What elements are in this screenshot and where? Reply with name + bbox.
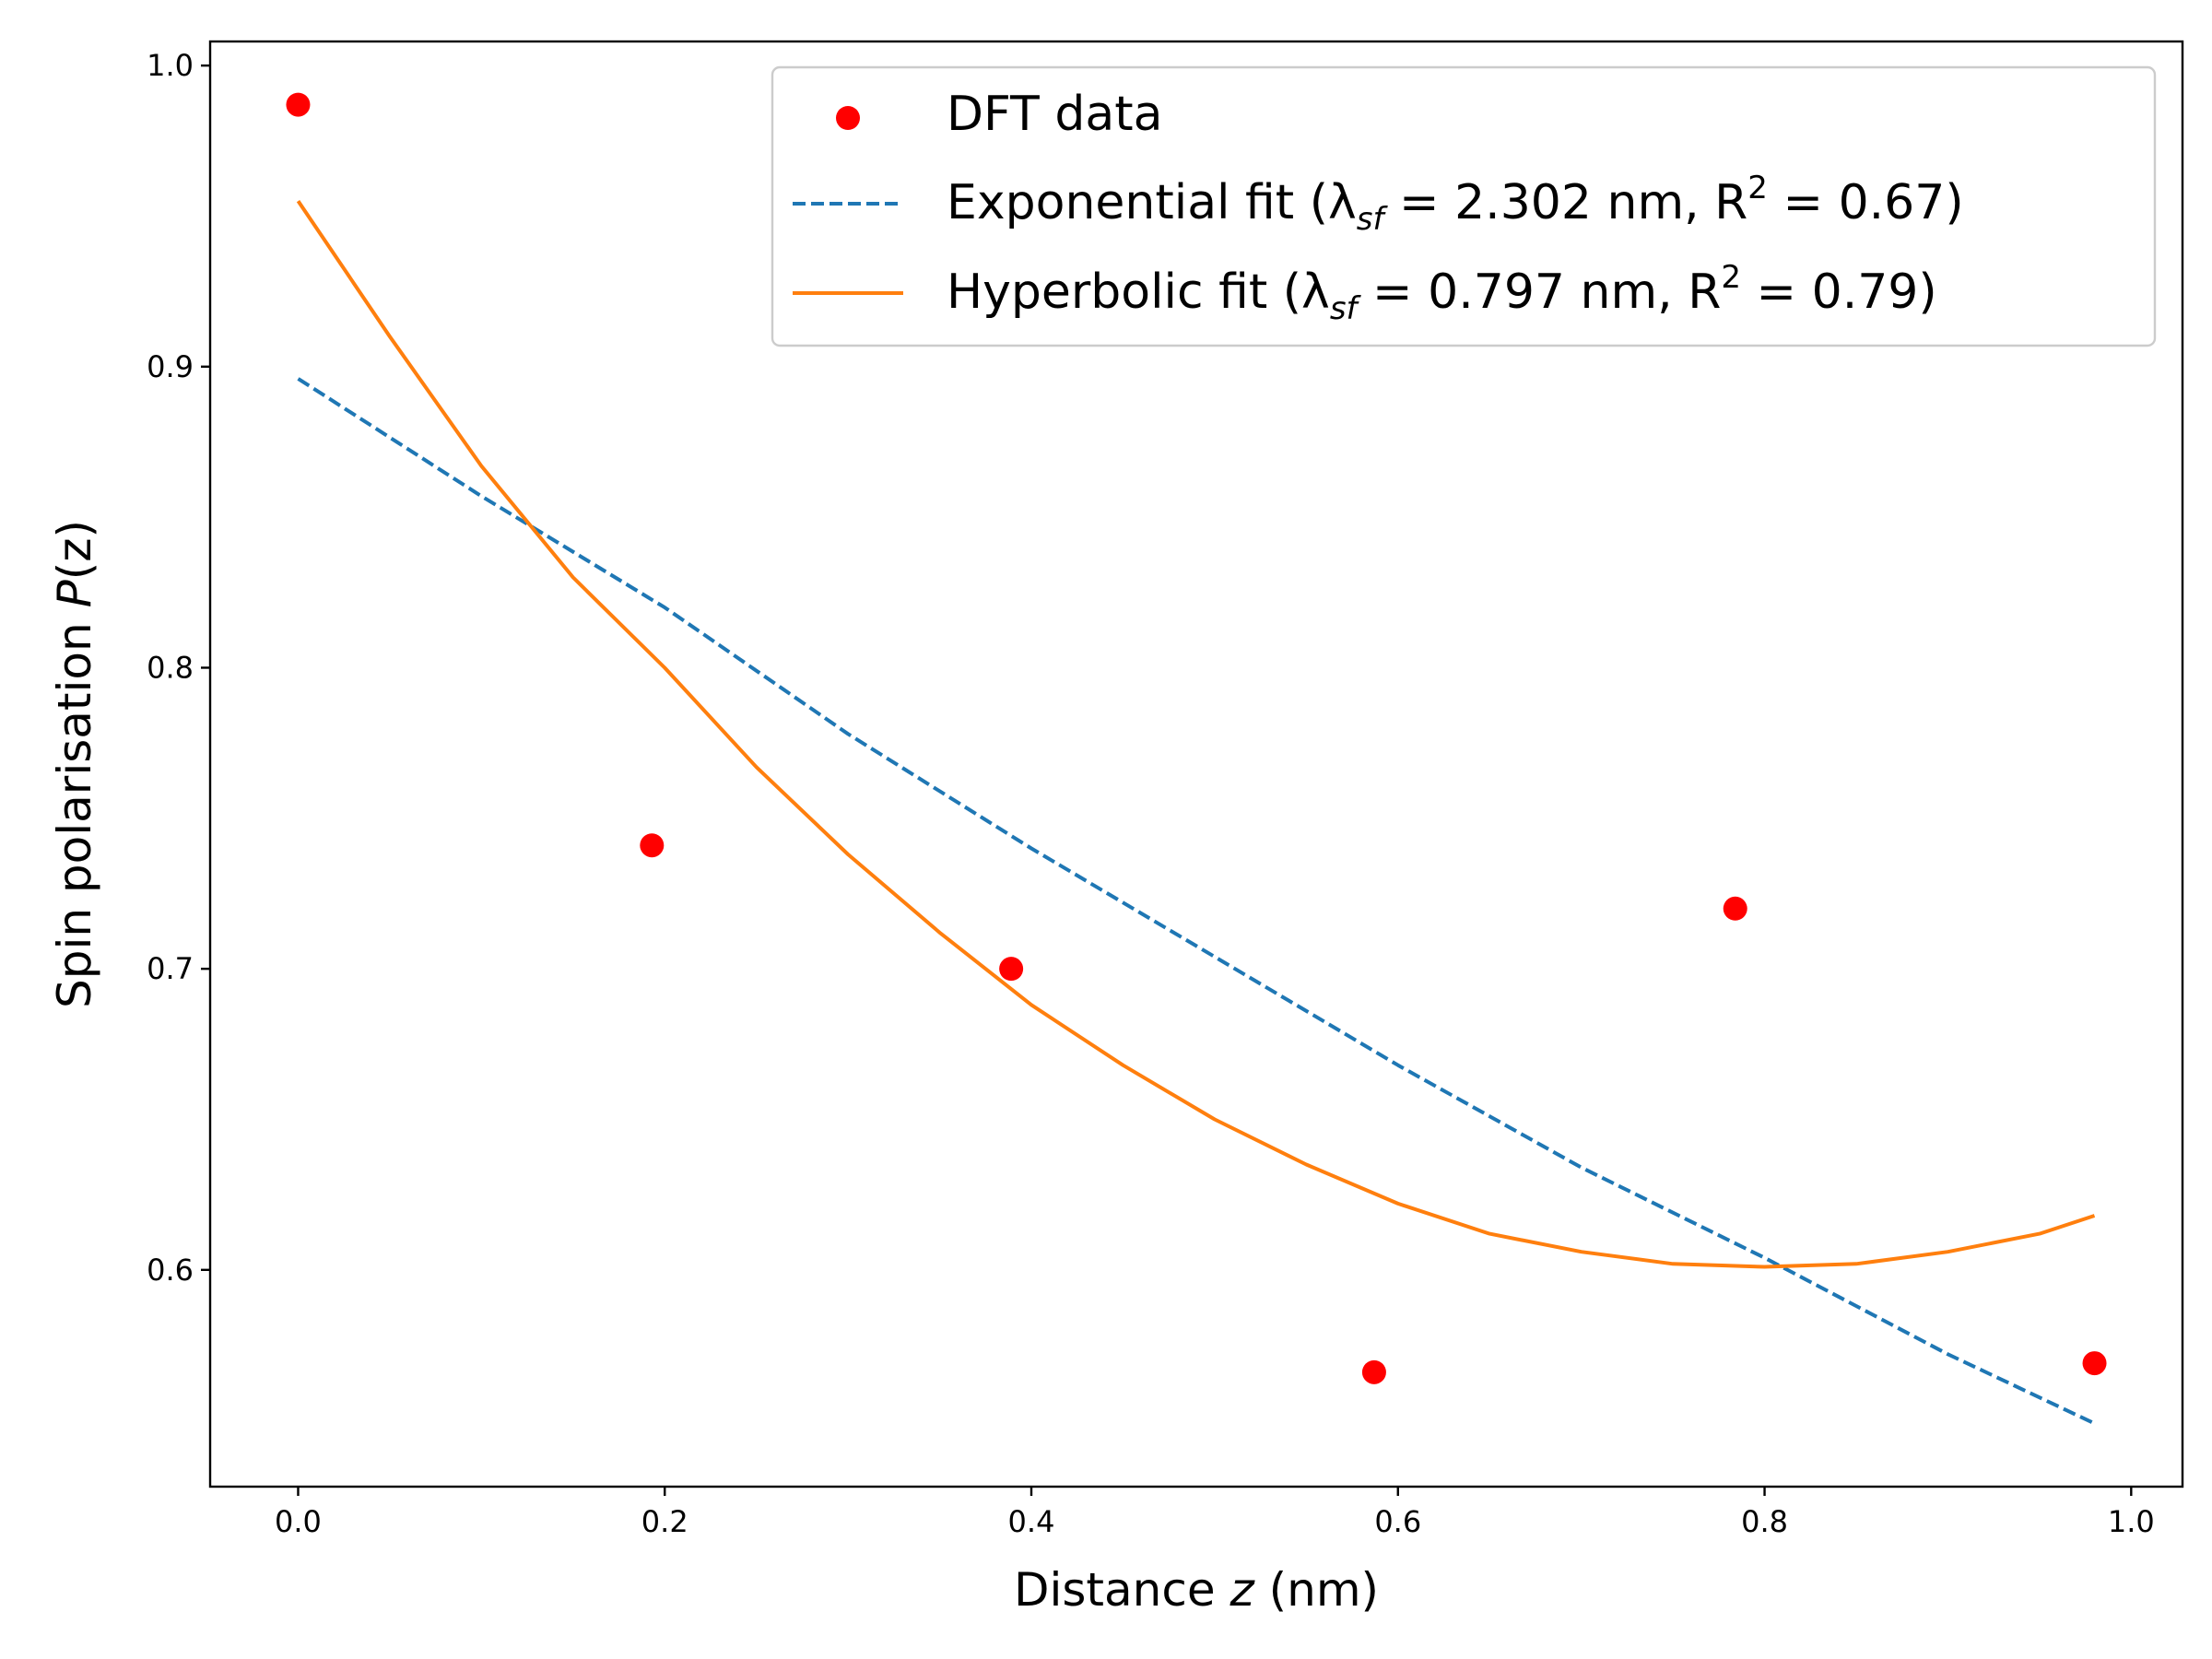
series-line-exponential-fit — [297, 377, 2096, 1426]
x-tick-label: 0.6 — [1374, 1504, 1421, 1539]
y-axis: 0.6 0.7 0.8 0.9 1.0 — [147, 48, 210, 1288]
data-point-dft-data — [640, 833, 665, 858]
legend-label-exponential-fit: Exponential fit (λsf = 2.302 nm, R2 = 0.… — [947, 170, 1964, 238]
y-tick-label: 0.9 — [147, 349, 194, 384]
x-tick-label: 0.4 — [1008, 1504, 1055, 1539]
legend-frame — [771, 65, 2157, 347]
legend-label-dft-data: DFT data — [947, 87, 1162, 142]
data-point-dft-data — [1361, 1359, 1386, 1384]
x-axis-label: Distance z (nm) — [1014, 1563, 1379, 1617]
legend: DFT data Exponential fit (λsf = 2.302 nm… — [771, 65, 2157, 347]
data-point-dft-data — [1723, 896, 1747, 921]
series-line-hyperbolic-fit — [296, 199, 2096, 1269]
y-axis-label: Spin polarisation P(z) — [48, 520, 101, 1008]
data-point-dft-data — [286, 92, 311, 117]
data-point-dft-data — [2082, 1351, 2107, 1376]
y-tick-label: 0.6 — [147, 1253, 194, 1288]
x-tick-label: 0.2 — [641, 1504, 688, 1539]
x-tick-label: 0.0 — [275, 1504, 322, 1539]
y-tick-label: 0.7 — [147, 951, 194, 986]
y-tick-label: 0.8 — [147, 650, 194, 685]
y-tick-label: 1.0 — [147, 48, 194, 83]
x-tick-label: 0.8 — [1741, 1504, 1788, 1539]
x-tick-label: 1.0 — [2108, 1504, 2155, 1539]
legend-label-hyperbolic-fit: Hyperbolic fit (λsf = 0.797 nm, R2 = 0.7… — [947, 259, 1937, 327]
legend-marker-dft-data — [836, 106, 860, 130]
x-axis: 0.0 0.2 0.4 0.6 0.8 1.0 — [275, 1487, 2155, 1539]
plot-points — [286, 92, 2107, 1384]
plot-frame — [208, 40, 2184, 1488]
data-point-dft-data — [999, 957, 1024, 982]
plot-lines — [296, 199, 2096, 1426]
